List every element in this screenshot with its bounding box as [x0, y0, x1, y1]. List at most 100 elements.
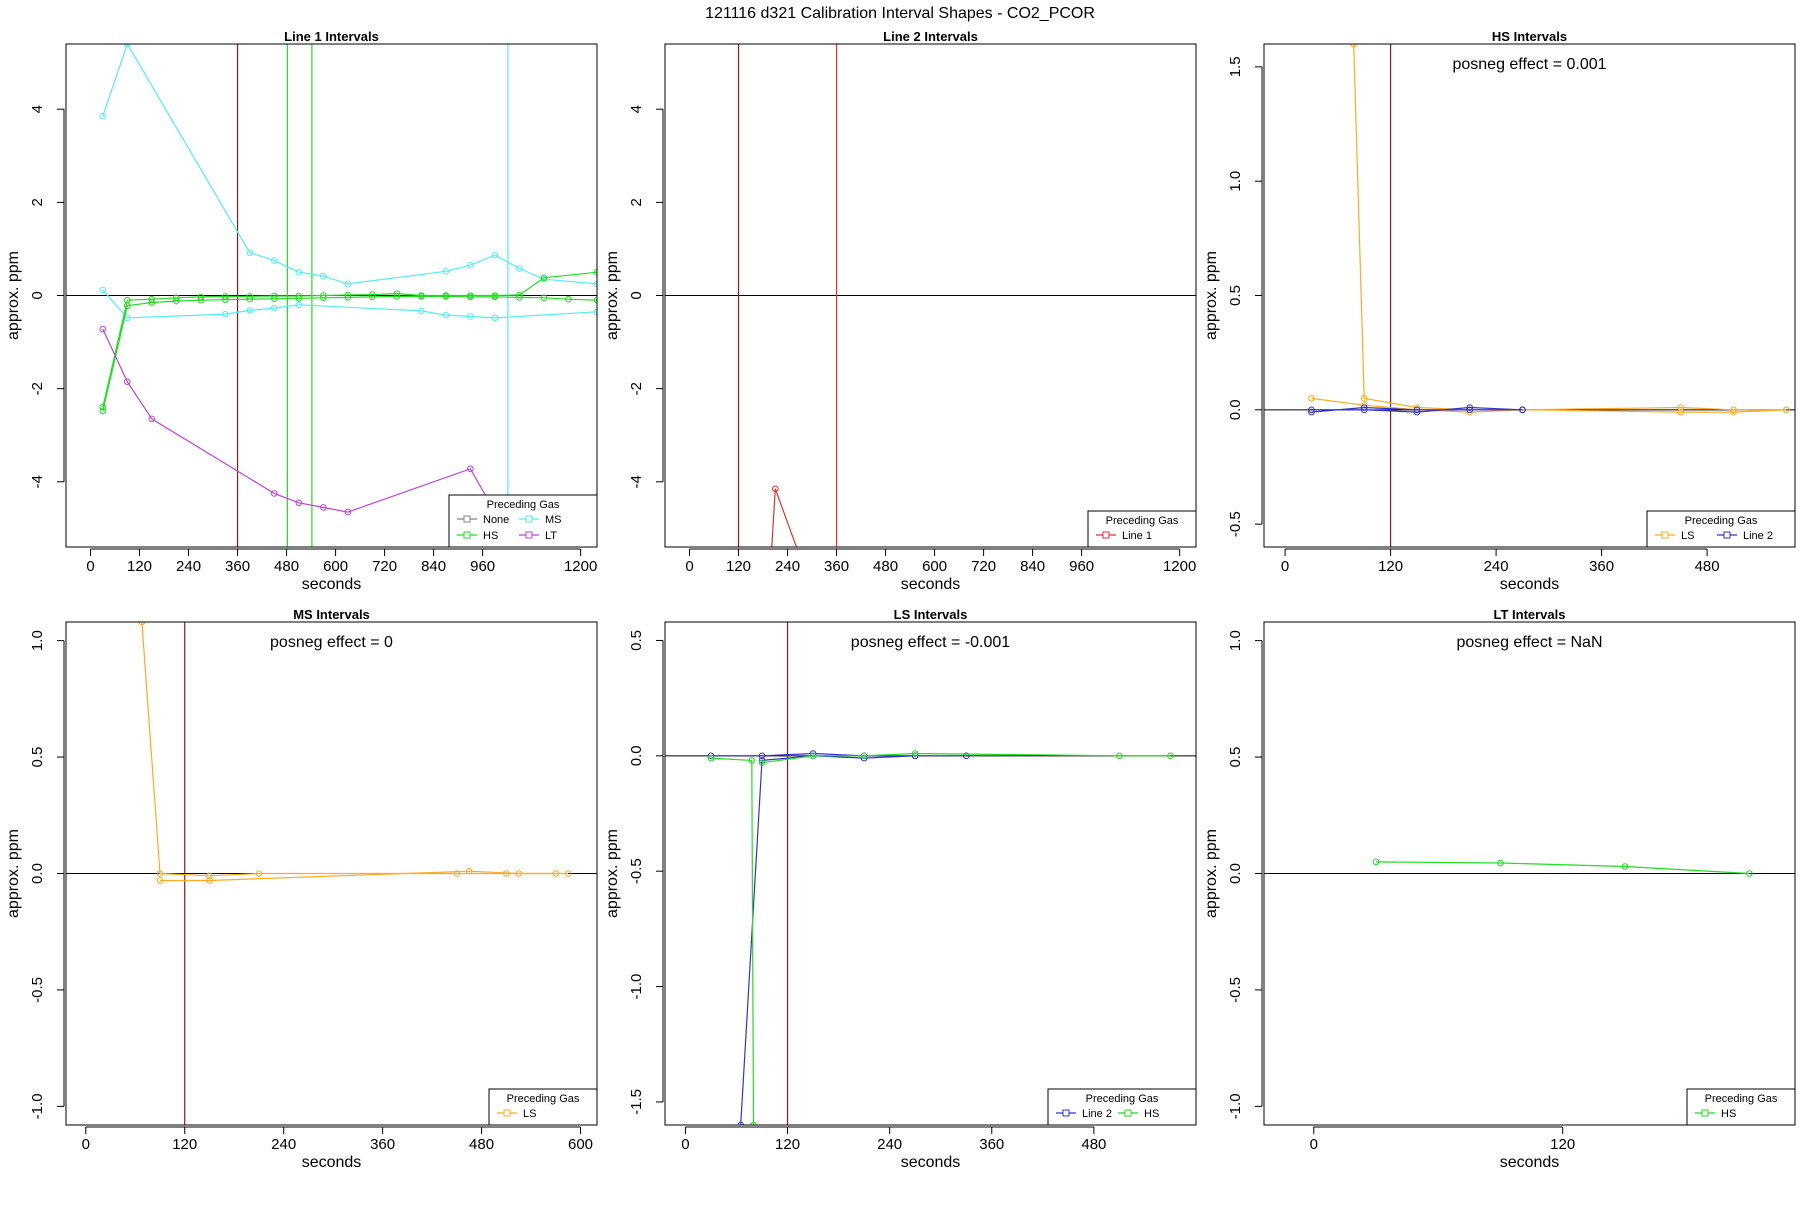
y-tick-label: -0.5: [1227, 511, 1244, 537]
legend-title: Preceding Gas: [487, 499, 560, 511]
data-point: [467, 293, 474, 301]
y-tick-label: 4: [29, 105, 46, 113]
chart-title: LT Intervals: [1493, 607, 1565, 622]
x-axis-label: seconds: [302, 576, 362, 593]
data-point: [295, 294, 303, 302]
x-tick-label: 360: [225, 558, 250, 575]
data-point: [491, 314, 499, 322]
y-tick-label: 0.5: [628, 630, 645, 651]
data-point: [418, 307, 425, 315]
data-point: [442, 311, 450, 319]
data-point: [593, 268, 597, 276]
x-tick-label: 120: [1378, 558, 1403, 575]
x-tick-label: 120: [775, 1136, 800, 1153]
data-point: [540, 294, 548, 302]
data-point: [1621, 863, 1629, 870]
chart-title: Line 1 Intervals: [284, 29, 379, 44]
data-point: [418, 293, 425, 300]
posneg-annotation: posneg effect = -0.001: [851, 634, 1010, 651]
legend-entry-label: HS: [483, 530, 498, 542]
y-tick-label: 0: [628, 291, 645, 299]
plot-area: [665, 44, 1196, 547]
data-point: [156, 870, 164, 877]
series-line-lt: [102, 328, 516, 547]
legend-marker: [503, 1109, 511, 1117]
y-tick-label: -0.5: [628, 858, 645, 884]
legend-entry-label: Line 1: [1122, 530, 1152, 542]
legend-entry-label: HS: [1721, 1108, 1736, 1120]
data-point: [1360, 404, 1368, 411]
legend-marker: [525, 531, 533, 539]
x-tick-label: 240: [775, 558, 800, 575]
legend-box: [1047, 1088, 1197, 1126]
data-point: [593, 280, 597, 288]
y-tick-label: 0.0: [628, 745, 645, 766]
y-tick-label: 1.0: [1227, 630, 1244, 651]
y-tick-label: -1.0: [29, 1093, 46, 1119]
x-tick-label: 0: [86, 558, 94, 575]
data-point: [467, 465, 474, 473]
series-line-line-2: [1311, 406, 1523, 413]
data-point: [1782, 406, 1790, 414]
y-axis-label: approx. ppm: [604, 829, 621, 918]
plot-frame: [65, 621, 598, 1126]
data-point: [565, 295, 572, 303]
legend: Preceding Gas Line 1: [1087, 510, 1197, 548]
legend-entry-label: None: [483, 514, 509, 526]
y-tick-label: 0.0: [1227, 399, 1244, 420]
legend-entry-label: Line 2: [1743, 530, 1773, 542]
data-point: [593, 308, 597, 316]
data-point: [99, 407, 107, 415]
legend-title: Preceding Gas: [1106, 515, 1179, 527]
x-tick-label: 360: [370, 1136, 395, 1153]
data-point: [758, 752, 766, 760]
data-point: [593, 296, 597, 304]
data-point: [172, 297, 180, 305]
y-tick-label: -4: [29, 475, 46, 488]
data-point: [1308, 408, 1315, 416]
y-axis-label: approx. ppm: [5, 251, 22, 340]
y-axis-label: approx. ppm: [1203, 251, 1220, 340]
data-point: [148, 299, 156, 306]
y-tick-label: -1.0: [628, 974, 645, 1000]
legend-marker: [463, 531, 471, 539]
y-tick-label: -0.5: [29, 977, 46, 1003]
legend-entry-label: MS: [545, 514, 562, 526]
data-point: [540, 274, 548, 282]
x-tick-label: 1200: [564, 558, 597, 575]
posneg-annotation: posneg effect = NaN: [1456, 634, 1602, 651]
data-point: [320, 272, 327, 280]
legend: Preceding Gas Line 2 HS: [1047, 1088, 1197, 1126]
data-point: [295, 499, 303, 507]
x-axis-label: seconds: [1500, 1154, 1560, 1171]
data-point: [123, 378, 131, 385]
legend-marker: [1124, 1109, 1132, 1117]
data-point: [344, 508, 352, 516]
x-tick-label: 600: [568, 1136, 593, 1153]
legend-entry-label: Line 2: [1082, 1108, 1112, 1120]
plot-frame: [664, 43, 1197, 548]
chart-panel-ms: MS Intervals 0 120 240 360 480 600 seconds -1.0 -…: [5, 607, 598, 1171]
data-point: [1677, 404, 1685, 411]
data-point: [809, 752, 817, 760]
legend-box: [1646, 510, 1796, 548]
data-point: [442, 267, 450, 275]
data-point: [1167, 752, 1174, 760]
series-line-ms: [102, 44, 597, 285]
data-point: [148, 415, 156, 423]
y-tick-label: 1.5: [1227, 56, 1244, 77]
y-axis-label: approx. ppm: [1203, 829, 1220, 918]
legend-entry-label: LT: [545, 530, 557, 542]
y-tick-label: 0.5: [1227, 285, 1244, 306]
data-point: [707, 754, 715, 762]
y-tick-label: 4: [628, 105, 645, 113]
y-tick-label: -1.0: [1227, 1093, 1244, 1119]
data-point: [564, 870, 572, 877]
data-point: [271, 295, 278, 303]
y-tick-label: 0: [29, 291, 46, 299]
chart-title: LS Intervals: [894, 607, 968, 622]
y-axis-label: approx. ppm: [5, 829, 22, 918]
